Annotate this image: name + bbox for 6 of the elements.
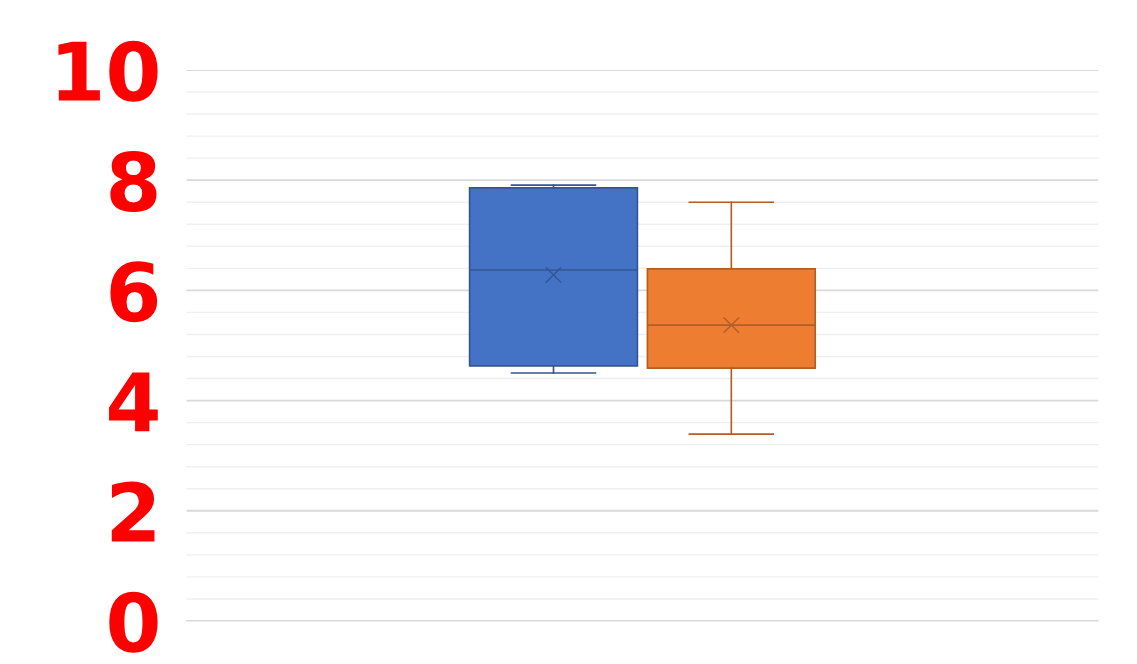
y-tick-label: 8 [110, 151, 157, 212]
y-tick-label: 6 [110, 261, 158, 323]
y-tick-label: 4 [109, 372, 158, 432]
y-tick-label: 10 [58, 40, 158, 102]
y-tick-label: 2 [111, 481, 155, 542]
y-tick-label: 0 [109, 591, 158, 653]
